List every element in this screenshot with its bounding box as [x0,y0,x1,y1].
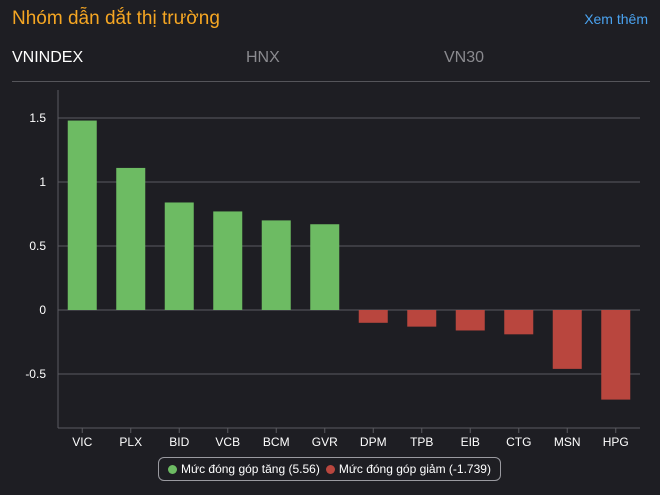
x-tick-label: CTG [506,435,531,449]
y-tick-label: 0.5 [29,239,46,253]
bar-bid[interactable] [164,202,194,310]
bar-vcb[interactable] [213,211,243,310]
bar-dpm[interactable] [358,310,388,323]
y-tick-label: 1.5 [29,111,46,125]
legend-label-positive: Mức đóng góp tăng (5.56) [181,462,320,476]
x-tick-label: EIB [461,435,480,449]
bar-hpg[interactable] [601,310,631,400]
page-title: Nhóm dẫn dắt thị trường [12,8,220,29]
x-tick-label: MSN [554,435,581,449]
tab-hnx[interactable]: HNX [246,49,280,66]
legend-item-positive[interactable]: Mức đóng góp tăng (5.56) [168,462,320,476]
tab-vn30[interactable]: VN30 [444,49,485,66]
tab-divider [12,81,650,82]
y-tick-label: 0 [39,303,46,317]
x-tick-label: DPM [360,435,387,449]
legend-item-negative[interactable]: Mức đóng góp giảm (-1.739) [325,462,491,476]
bar-vic[interactable] [67,120,97,310]
header: Nhóm dẫn dắt thị trường Xem thêm [12,6,648,32]
y-tick-label: 1 [39,175,46,189]
bar-msn[interactable] [552,310,582,369]
bar-ctg[interactable] [504,310,534,335]
x-tick-label: BID [169,435,189,449]
bar-tpb[interactable] [407,310,437,327]
legend-dot-negative-icon [325,464,335,474]
tab-vnindex[interactable]: VNINDEX [12,49,84,66]
x-tick-label: TPB [410,435,433,449]
bar-eib[interactable] [455,310,485,331]
bar-plx[interactable] [116,167,146,310]
x-tick-label: VCB [215,435,240,449]
x-tick-label: VIC [72,435,92,449]
bar-gvr[interactable] [310,224,340,310]
x-tick-label: PLX [119,435,142,449]
chart-legend: Mức đóng góp tăng (5.56) Mức đóng góp gi… [158,457,501,481]
bar-bcm[interactable] [261,220,291,310]
index-tabs: VNINDEX HNX VN30 [12,46,650,70]
x-tick-label: HPG [603,435,629,449]
y-tick-label: -0.5 [25,367,46,381]
legend-label-negative: Mức đóng góp giảm (-1.739) [338,462,491,476]
legend-dot-positive-icon [168,464,178,474]
x-tick-label: GVR [312,435,338,449]
x-tick-label: BCM [263,435,290,449]
see-more-link[interactable]: Xem thêm [584,11,648,27]
